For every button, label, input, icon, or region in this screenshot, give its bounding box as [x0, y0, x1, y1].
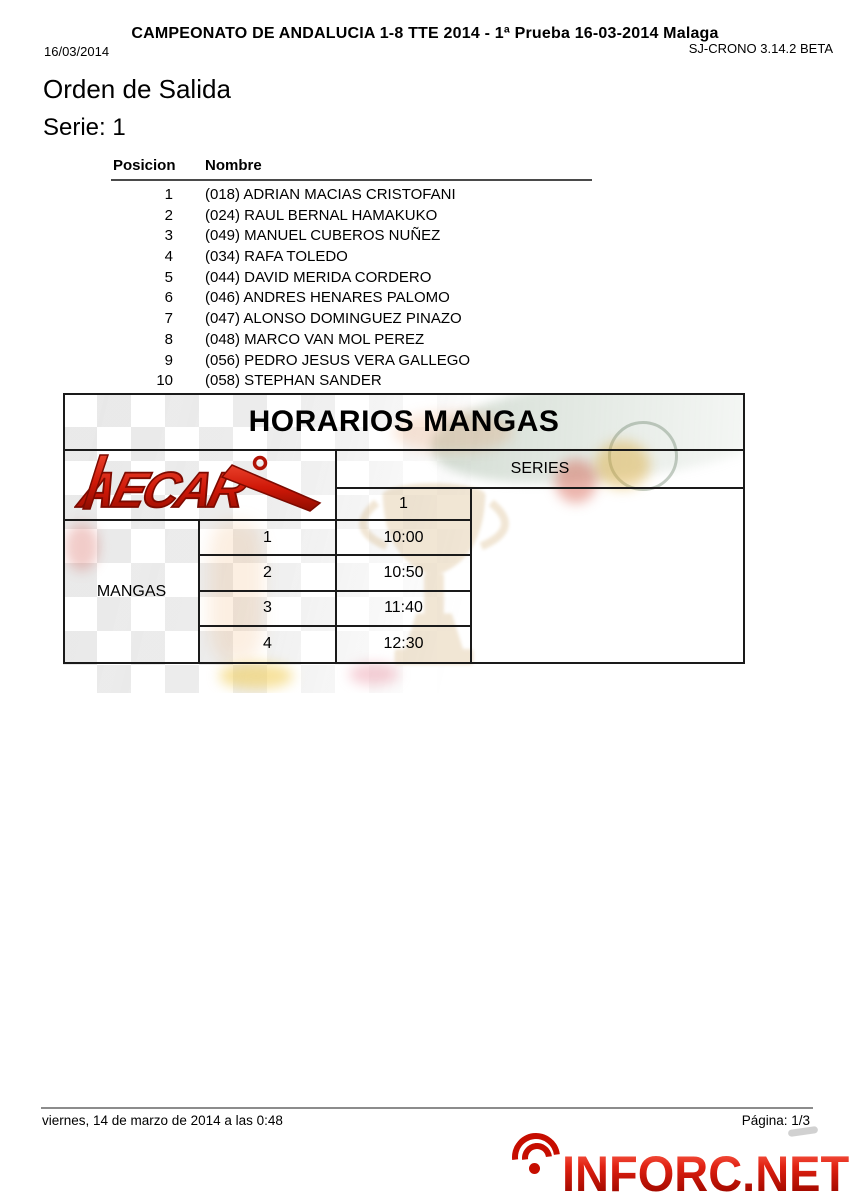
start-list-row: 10 (058) STEPHAN SANDER	[111, 371, 592, 392]
start-list-row: 5 (044) DAVID MERIDA CORDERO	[111, 268, 592, 289]
series-header: SERIES	[337, 451, 743, 489]
start-position: 9	[164, 351, 173, 369]
aecar-logo: AECAR	[65, 451, 337, 521]
start-list-row: 7 (047) ALONSO DOMINGUEZ PINAZO	[111, 309, 592, 330]
start-position: 2	[164, 206, 173, 224]
header-date: 16/03/2014	[44, 44, 110, 59]
series-number-cell: 1	[337, 489, 472, 521]
driver-name: (046) ANDRES HENARES PALOMO	[205, 289, 450, 307]
driver-name: (024) RAUL BERNAL HAMAKUKO	[205, 206, 438, 224]
manga-number-cell: 3	[200, 591, 337, 627]
driver-name: (034) RAFA TOLEDO	[205, 248, 348, 266]
start-position: 3	[164, 227, 173, 245]
driver-name: (049) MANUEL CUBEROS NUÑEZ	[205, 227, 441, 245]
manga-time-cell: 12:30	[337, 626, 472, 662]
start-position: 10	[156, 372, 173, 390]
start-list-row: 9 (056) PEDRO JESUS VERA GALLEGO	[111, 351, 592, 372]
manga-number-cell: 1	[200, 521, 337, 557]
start-position: 4	[164, 248, 173, 266]
manga-number-cell: 2	[200, 556, 337, 592]
start-position: 8	[164, 330, 173, 348]
driver-name: (018) ADRIAN MACIAS CRISTOFANI	[205, 186, 456, 203]
start-position: 1	[164, 186, 173, 203]
start-position: 7	[164, 310, 173, 328]
start-order-table: Posicion Nombre 1 (018) ADRIAN MACIAS CRI…	[111, 157, 592, 392]
driver-name: (044) DAVID MERIDA CORDERO	[205, 268, 432, 286]
watermark-blob	[219, 663, 293, 689]
svg-text:AECAR: AECAR	[74, 462, 253, 518]
driver-name: (056) PEDRO JESUS VERA GALLEGO	[205, 351, 471, 369]
manga-number-cell: 4	[200, 626, 337, 662]
manga-time-cell: 10:50	[337, 556, 472, 592]
driver-name: (058) STEPHAN SANDER	[205, 372, 382, 390]
column-header-name: Nombre	[205, 157, 262, 174]
horarios-section: HORARIOS MANGAS AECAR	[63, 393, 745, 693]
start-position: 6	[164, 289, 173, 307]
horarios-title: HORARIOS MANGAS	[65, 395, 743, 451]
start-order-header: Posicion Nombre	[111, 157, 592, 181]
software-version: SJ-CRONO 3.14.2 BETA	[688, 41, 833, 56]
start-list-row: 6 (046) ANDRES HENARES PALOMO	[111, 288, 592, 309]
manga-time-cell: 11:40	[337, 591, 472, 627]
series-empty-cell	[472, 489, 743, 662]
mangas-label: MANGAS	[65, 521, 200, 662]
start-list-row: 1 (018) ADRIAN MACIAS CRISTOFANI	[111, 185, 592, 206]
inforc-brand-text: INFORC.NET	[562, 1145, 850, 1202]
watermark-blob	[349, 663, 399, 685]
footer-divider	[41, 1107, 813, 1109]
start-list-row: 4 (034) RAFA TOLEDO	[111, 247, 592, 268]
start-list-row: 2 (024) RAUL BERNAL HAMAKUKO	[111, 206, 592, 227]
start-list-row: 8 (048) MARCO VAN MOL PEREZ	[111, 330, 592, 351]
start-list-row: 3 (049) MANUEL CUBEROS NUÑEZ	[111, 226, 592, 247]
driver-name: (048) MARCO VAN MOL PEREZ	[205, 330, 425, 348]
serie-label: Serie: 1	[43, 114, 126, 141]
event-title: CAMPEONATO DE ANDALUCIA 1-8 TTE 2014 - 1…	[131, 25, 719, 42]
footer-generated-date: viernes, 14 de marzo de 2014 a las 0:48	[42, 1113, 283, 1128]
driver-name: (047) ALONSO DOMINGUEZ PINAZO	[205, 310, 462, 328]
inforc-logo: INFORC.NET	[502, 1123, 850, 1202]
page-title: Orden de Salida	[43, 74, 231, 104]
footer-page-number: Página: 1/3	[741, 1113, 810, 1128]
horarios-table: HORARIOS MANGAS AECAR	[63, 393, 745, 664]
wifi-arcs-icon	[502, 1123, 570, 1191]
manga-time-cell: 10:00	[337, 521, 472, 557]
column-header-position: Posicion	[113, 157, 176, 174]
start-list-rows: 1 (018) ADRIAN MACIAS CRISTOFANI 2 (024) RA…	[111, 185, 592, 392]
start-position: 5	[164, 268, 173, 286]
